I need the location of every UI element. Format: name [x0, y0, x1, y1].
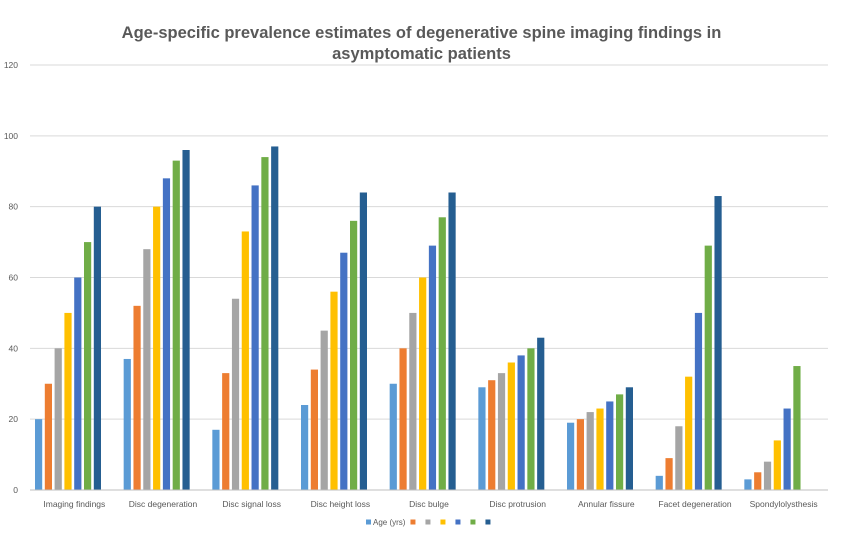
bar	[123, 358, 131, 490]
bar	[350, 220, 358, 491]
bar	[537, 337, 545, 490]
bar	[241, 231, 249, 491]
bar	[44, 383, 52, 490]
bar	[704, 245, 712, 490]
legend-swatch	[425, 519, 431, 525]
bar	[567, 422, 575, 490]
bar	[497, 373, 506, 490]
legend-swatch	[485, 519, 491, 525]
legend-swatch	[440, 519, 446, 525]
bar	[74, 277, 82, 490]
bar	[428, 245, 437, 490]
bar	[409, 312, 417, 490]
x-category-label: Facet degeneration	[658, 499, 732, 509]
y-tick-label: 20	[9, 414, 19, 424]
bar	[754, 472, 762, 490]
x-axis-categories: Imaging findings Disc degeneration Disc si…	[43, 499, 817, 509]
bar	[694, 312, 703, 490]
y-tick-label: 120	[4, 60, 18, 70]
x-category-label: Disc protrusion	[489, 499, 546, 509]
bar	[389, 383, 397, 490]
bar	[606, 401, 614, 490]
bar	[438, 217, 446, 490]
bar	[783, 408, 791, 490]
bar	[310, 369, 318, 490]
x-category-label: Annular fissure	[578, 499, 635, 509]
bar	[576, 419, 584, 490]
bar	[359, 192, 367, 490]
bar	[527, 348, 535, 490]
bar	[714, 196, 722, 490]
bars	[35, 146, 801, 491]
y-tick-label: 0	[13, 485, 18, 495]
bar	[763, 461, 772, 490]
bar	[419, 277, 427, 490]
bar	[330, 291, 338, 490]
bar	[675, 426, 683, 490]
bar	[54, 348, 62, 490]
bar	[517, 355, 525, 490]
legend-swatch	[455, 519, 461, 525]
x-category-label: Disc degeneration	[129, 499, 198, 509]
bar	[665, 458, 673, 490]
bar	[448, 192, 456, 490]
y-tick-label: 100	[4, 131, 18, 141]
bar	[320, 330, 328, 490]
x-category-label: Spondylolysthesis	[750, 499, 818, 509]
bar	[655, 475, 663, 490]
bar	[507, 362, 515, 490]
bar	[616, 394, 624, 490]
y-tick-label: 80	[9, 202, 19, 212]
bar	[744, 479, 752, 490]
y-tick-label: 40	[9, 343, 19, 353]
x-category-label: Disc height loss	[311, 499, 371, 509]
x-category-label: Disc signal loss	[222, 499, 281, 509]
bar	[586, 412, 594, 490]
bar	[153, 206, 161, 490]
bar	[685, 376, 693, 490]
bar	[399, 348, 407, 490]
bar	[301, 405, 309, 490]
chart-title-line-1: Age-specific prevalence estimates of deg…	[122, 24, 722, 42]
x-category-label: Disc bulge	[409, 499, 449, 509]
bar	[231, 298, 240, 490]
y-axis-ticks: 0 20 40 60 80 100 120	[4, 60, 18, 495]
legend: Age (yrs)	[366, 518, 491, 527]
legend-swatch	[470, 519, 476, 525]
bar	[261, 157, 269, 491]
legend-swatch	[410, 519, 416, 525]
bar	[84, 242, 92, 490]
bar	[162, 178, 171, 491]
bar	[596, 408, 604, 490]
bar	[793, 366, 801, 490]
bar	[251, 185, 259, 490]
legend-label: Age (yrs)	[373, 518, 406, 527]
bar	[172, 160, 180, 490]
x-category-label: Imaging findings	[43, 499, 105, 509]
bar	[64, 312, 72, 490]
bar	[93, 206, 101, 490]
bar	[478, 387, 486, 490]
y-tick-label: 60	[9, 273, 19, 283]
bar	[271, 146, 279, 491]
bar	[222, 373, 230, 490]
bar	[773, 440, 781, 490]
bar	[340, 252, 348, 490]
bar	[212, 429, 220, 490]
bar	[143, 249, 151, 490]
bar	[35, 419, 43, 490]
bar	[625, 387, 633, 490]
bar	[133, 305, 141, 490]
bar	[182, 150, 190, 490]
legend-swatch	[366, 519, 371, 525]
chart-title-line-2: asymptomatic patients	[332, 45, 511, 63]
bar	[488, 380, 496, 490]
